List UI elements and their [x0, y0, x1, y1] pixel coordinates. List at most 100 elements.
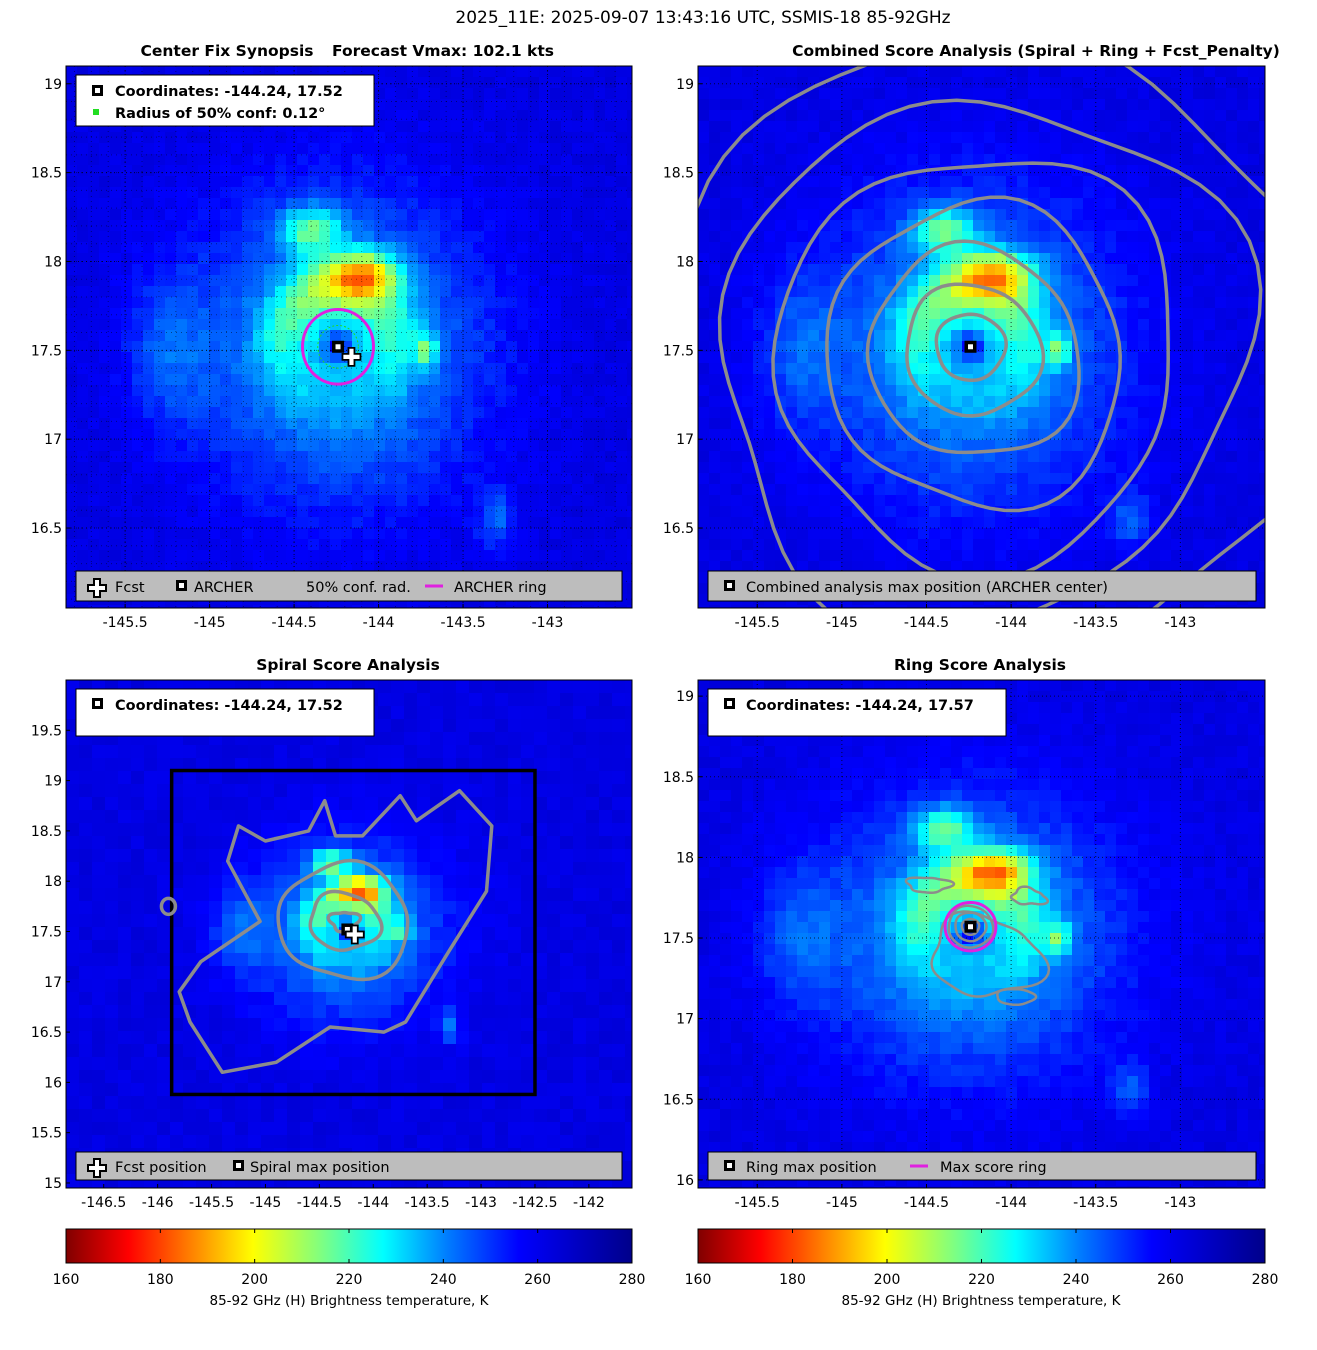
- synopsis-legend-fcst: Fcst: [115, 580, 145, 596]
- spiral-xtick-label: -144.5: [297, 1195, 342, 1211]
- ring-legend-max: Ring max position: [746, 1160, 877, 1176]
- colorbar-left-tick-label: 200: [241, 1272, 268, 1288]
- combined-xtick-label: -143: [1164, 615, 1196, 631]
- ring-ytick-label: 16.5: [663, 1092, 694, 1108]
- synopsis-legend-conf: 50% conf. rad.: [306, 580, 411, 596]
- synopsis-legend-ring: ARCHER ring: [454, 580, 547, 596]
- spiral-ytick-label: 19: [44, 774, 62, 790]
- ring-xtick-label: -145.5: [735, 1195, 780, 1211]
- ring-heatmap: [698, 680, 1271, 1198]
- colorbar-left-label: 85-92 GHz (H) Brightness temperature, K: [210, 1293, 490, 1309]
- ring-ytick-label: 18.5: [663, 770, 694, 786]
- synopsis-ytick-label: 18: [44, 254, 62, 270]
- figure-suptitle: 2025_11E: 2025-09-07 13:43:16 UTC, SSMIS…: [455, 8, 950, 28]
- colorbar-left-tick-label: 220: [336, 1272, 363, 1288]
- ring-xtick-label: -143: [1164, 1195, 1196, 1211]
- combined-xtick-label: -143.5: [1073, 615, 1118, 631]
- panel-ring: Ring Score Analysis -145.5 -145 -144.5 -144…: [663, 656, 1271, 1211]
- synopsis-info-coords: Coordinates: -144.24, 17.52: [115, 84, 343, 100]
- spiral-info-box: Coordinates: -144.24, 17.52: [76, 689, 374, 736]
- ring-xtick-label: -143.5: [1073, 1195, 1118, 1211]
- combined-heatmap: [698, 66, 1271, 617]
- combined-ytick-label: 18: [676, 254, 694, 270]
- ring-ytick-label: 16: [676, 1173, 694, 1189]
- panel-spiral: Spiral Score Analysis -146.5 -146 -145.5 -1…: [31, 656, 639, 1211]
- ring-info-coords: Coordinates: -144.24, 17.57: [746, 698, 974, 714]
- spiral-legend: Fcst position Spiral max position: [76, 1152, 622, 1180]
- colorbar-right-tick-label: 280: [1252, 1272, 1279, 1288]
- spiral-legend-fcst: Fcst position: [115, 1160, 207, 1176]
- synopsis-info-box: Coordinates: -144.24, 17.52 Radius of 50…: [76, 75, 374, 126]
- synopsis-title-left: Center Fix Synopsis: [141, 42, 314, 60]
- spiral-ytick-label: 18: [44, 874, 62, 890]
- ring-ytick-label: 18: [676, 850, 694, 866]
- colorbar-left-tick-label: 160: [53, 1272, 80, 1288]
- spiral-ytick-label: 17.5: [31, 924, 62, 940]
- colorbar-right-label: 85-92 GHz (H) Brightness temperature, K: [842, 1293, 1122, 1309]
- spiral-title: Spiral Score Analysis: [256, 656, 440, 674]
- spiral-ytick-label: 18.5: [31, 824, 62, 840]
- combined-xtick-label: -144.5: [904, 615, 949, 631]
- ring-ytick-label: 17: [676, 1012, 694, 1028]
- combined-title: Combined Score Analysis (Spiral + Ring +…: [792, 42, 1280, 60]
- panel-combined: Combined Score Analysis (Spiral + Ring +…: [649, 33, 1317, 679]
- combined-legend-max: Combined analysis max position (ARCHER c…: [746, 580, 1108, 596]
- colorbar-left-tick-label: 240: [430, 1272, 457, 1288]
- combined-xtick-label: -144: [995, 615, 1027, 631]
- ring-xtick-label: -145: [826, 1195, 858, 1211]
- combined-xtick-label: -145.5: [735, 615, 780, 631]
- spiral-ytick-label: 17: [44, 975, 62, 991]
- colorbar-left-tick-label: 280: [619, 1272, 646, 1288]
- ring-title: Ring Score Analysis: [894, 656, 1066, 674]
- spiral-xtick-label: -142: [573, 1195, 605, 1211]
- conf-dot-icon: [93, 109, 99, 115]
- spiral-xtick-label: -146.5: [81, 1195, 126, 1211]
- colorbar-left: 160 180 200 220 240 260 280 85-92 GHz (H) Brig…: [53, 1229, 646, 1309]
- synopsis-xtick-label: -144: [363, 615, 395, 631]
- colorbar-left-tick-label: 260: [524, 1272, 551, 1288]
- spiral-xtick-label: -144: [357, 1195, 389, 1211]
- combined-ytick-label: 18.5: [663, 166, 694, 182]
- ring-xtick-label: -144: [995, 1195, 1027, 1211]
- synopsis-xtick-label: -143: [532, 615, 564, 631]
- spiral-xtick-label: -143: [465, 1195, 497, 1211]
- spiral-ytick-label: 15: [44, 1176, 62, 1192]
- colorbar-right-tick-label: 220: [968, 1272, 995, 1288]
- combined-xtick-label: -145: [826, 615, 858, 631]
- spiral-ytick-label: 19.5: [31, 723, 62, 739]
- synopsis-ytick-label: 16.5: [31, 521, 62, 537]
- synopsis-legend-archer: ARCHER: [194, 580, 254, 596]
- synopsis-xtick-label: -144.5: [272, 615, 317, 631]
- combined-legend: Combined analysis max position (ARCHER c…: [708, 571, 1256, 601]
- colorbar-left-tick-label: 180: [147, 1272, 174, 1288]
- spiral-xtick-label: -145.5: [189, 1195, 234, 1211]
- combined-ytick-label: 17: [676, 432, 694, 448]
- colorbar-right-tick-label: 160: [685, 1272, 712, 1288]
- synopsis-ytick-label: 18.5: [31, 166, 62, 182]
- colorbar-right-gradient: [698, 1229, 1265, 1263]
- colorbar-right-tick-label: 260: [1157, 1272, 1184, 1288]
- colorbar-right-tick-label: 180: [779, 1272, 806, 1288]
- colorbar-right-tick-label: 200: [874, 1272, 901, 1288]
- synopsis-legend: Fcst ARCHER 50% conf. rad. ARCHER ring: [76, 571, 622, 601]
- synopsis-ytick-label: 17: [44, 432, 62, 448]
- synopsis-ytick-label: 19: [44, 77, 62, 93]
- synopsis-xtick-label: -145.5: [103, 615, 148, 631]
- synopsis-title-right: Forecast Vmax: 102.1 kts: [332, 42, 554, 60]
- ring-legend: Ring max position Max score ring: [708, 1152, 1256, 1180]
- ring-xtick-label: -144.5: [904, 1195, 949, 1211]
- colorbar-right: 160 180 200 220 240 260 280 85-92 GHz (H) Brig…: [685, 1229, 1279, 1309]
- spiral-ytick-label: 16.5: [31, 1025, 62, 1041]
- spiral-xtick-label: -142.5: [512, 1195, 557, 1211]
- combined-ytick-label: 19: [676, 77, 694, 93]
- spiral-legend-max: Spiral max position: [250, 1160, 390, 1176]
- ring-ytick-label: 17.5: [663, 931, 694, 947]
- synopsis-ytick-label: 17.5: [31, 343, 62, 359]
- ring-info-box: Coordinates: -144.24, 17.57: [708, 689, 1006, 736]
- spiral-ytick-label: 15.5: [31, 1126, 62, 1142]
- ring-ytick-label: 19: [676, 689, 694, 705]
- colorbar-left-gradient: [66, 1229, 632, 1263]
- panel-synopsis: Center Fix Synopsis Forecast Vmax: 102.1…: [31, 42, 639, 631]
- spiral-xtick-label: -146: [142, 1195, 174, 1211]
